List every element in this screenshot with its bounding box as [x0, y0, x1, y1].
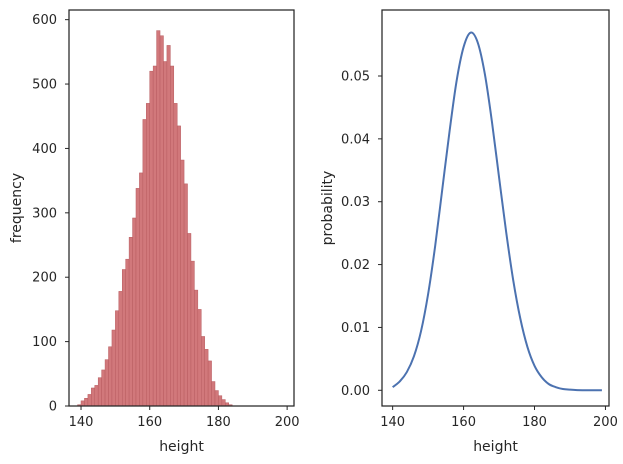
pdf-y-tick-label: 0.02 [341, 258, 370, 273]
pdf-y-tick-label: 0.00 [341, 384, 370, 399]
histogram-bar [104, 359, 109, 407]
histogram-bar [197, 309, 202, 407]
histogram-bar [111, 329, 116, 407]
histogram-bar [211, 381, 216, 407]
histogram-bar [108, 346, 113, 407]
histogram-bar [170, 65, 175, 407]
histogram-bar [204, 349, 209, 407]
histogram-bar [156, 30, 161, 407]
pdf-x-tick-label: 200 [593, 415, 618, 430]
histogram-bar [94, 385, 99, 407]
histogram-bar [214, 390, 219, 407]
pdf-y-ticks: 0.00 0.01 0.02 0.03 0.04 0.05 [341, 70, 382, 399]
histogram-x-tick-label: 200 [275, 415, 300, 430]
histogram-bar [132, 217, 137, 407]
histogram-bar [91, 387, 96, 407]
histogram-bar [218, 395, 223, 407]
pdf-y-tick-label: 0.03 [341, 195, 370, 210]
histogram-x-ticks: 140 160 180 200 [69, 406, 300, 430]
histogram-bar [97, 377, 102, 407]
pdf-y-label: probability [320, 171, 336, 246]
pdf-y-tick-label: 0.04 [341, 132, 370, 147]
histogram-bar [194, 289, 199, 407]
histogram-bar [183, 183, 188, 407]
pdf-x-tick-label: 160 [451, 415, 476, 430]
histogram-bar [84, 398, 89, 407]
histogram-y-tick-label: 500 [32, 78, 57, 93]
histogram-y-ticks: 0 100 200 300 400 500 600 [32, 13, 69, 415]
histogram-bar [87, 394, 92, 407]
histogram-bar [139, 172, 144, 407]
histogram-y-tick-label: 0 [49, 400, 57, 415]
histogram-x-tick-label: 180 [206, 415, 231, 430]
histogram-bar [146, 103, 150, 407]
histogram-y-tick-label: 200 [32, 271, 57, 286]
pdf-frame [381, 9, 610, 407]
pdf-x-tick-label: 140 [380, 415, 405, 430]
histogram-bar [152, 65, 157, 407]
histogram-x-tick-label: 140 [69, 415, 94, 430]
histogram-bar [187, 233, 192, 407]
histogram-bar [163, 61, 168, 407]
pdf-x-label: height [473, 439, 518, 455]
histogram-bar [180, 159, 185, 407]
histogram-bar [190, 260, 195, 407]
histogram-bar [166, 45, 171, 407]
pdf-line [392, 31, 602, 392]
pdf-panel: 140 160 180 200 0.00 0.01 0.02 0.03 0.04 0.05 he… [320, 9, 618, 455]
histogram-bar [135, 188, 140, 407]
histogram-bar [159, 35, 164, 407]
histogram-bar [118, 291, 123, 407]
histogram-bar [221, 399, 226, 407]
histogram-bars [77, 30, 233, 407]
histogram-y-tick-label: 100 [32, 335, 57, 350]
pdf-y-tick-label: 0.01 [341, 321, 370, 336]
histogram-y-tick-label: 300 [32, 206, 57, 221]
pdf-y-tick-label: 0.05 [341, 70, 370, 85]
histogram-bar [101, 369, 106, 407]
histogram-y-label: frequency [9, 173, 25, 243]
histogram-bar [173, 103, 178, 407]
histogram-x-tick-label: 160 [137, 415, 162, 430]
histogram-frame [68, 9, 295, 407]
pdf-x-ticks: 140 160 180 200 [380, 406, 618, 430]
pdf-x-tick-label: 180 [522, 415, 547, 430]
histogram-bar [125, 258, 130, 407]
histogram-y-tick-label: 400 [32, 142, 57, 157]
histogram-bar [142, 119, 147, 407]
histogram-x-label: height [159, 439, 204, 455]
histogram-bar [201, 336, 205, 407]
histogram-bar [128, 237, 133, 407]
histogram-bar [207, 360, 212, 407]
histogram-y-tick-label: 600 [32, 13, 57, 28]
histogram-bar [80, 400, 85, 407]
histogram-bar [121, 269, 126, 407]
histogram-bar [176, 125, 181, 407]
histogram-bar [149, 70, 154, 407]
histogram-bar [115, 310, 120, 407]
